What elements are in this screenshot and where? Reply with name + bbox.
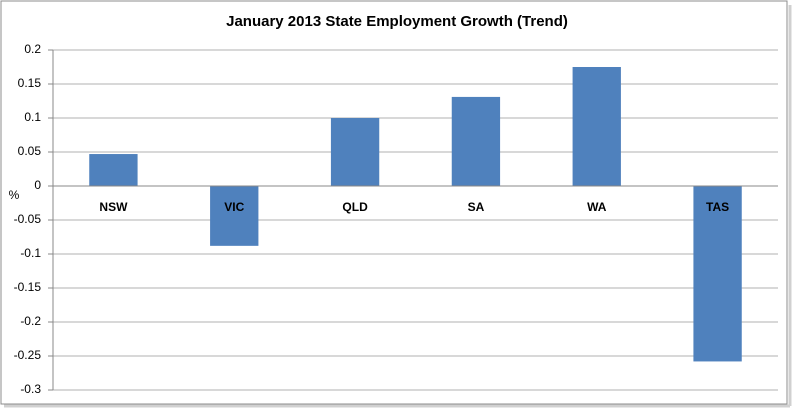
x-tick-label: NSW (99, 200, 128, 214)
x-tick-label: WA (587, 200, 607, 214)
y-axis-label: % (9, 188, 20, 202)
chart-frame (0, 0, 788, 405)
bar (210, 186, 259, 246)
y-tick-label: 0.15 (18, 76, 42, 90)
y-tick-label: -0.1 (20, 246, 41, 260)
chart-title: January 2013 State Employment Growth (Tr… (226, 13, 568, 30)
y-tick-label: 0.2 (24, 42, 41, 56)
bar (693, 186, 742, 362)
x-tick-label: QLD (342, 200, 368, 214)
y-tick-label: 0 (34, 178, 41, 192)
bar (451, 96, 501, 186)
x-tick-label: SA (468, 200, 485, 214)
y-tick-label: -0.2 (20, 314, 41, 328)
x-tick-label: TAS (706, 200, 729, 214)
y-tick-label: -0.05 (14, 212, 42, 226)
bar (89, 154, 138, 186)
y-tick-label: 0.05 (18, 144, 42, 158)
bar (330, 118, 380, 186)
y-tick-label: 0.1 (24, 110, 41, 124)
y-tick-label: -0.15 (14, 280, 42, 294)
x-tick-label: VIC (224, 200, 244, 214)
y-tick-label: -0.25 (14, 348, 42, 362)
bar (572, 67, 621, 186)
y-tick-label: -0.3 (20, 382, 41, 396)
